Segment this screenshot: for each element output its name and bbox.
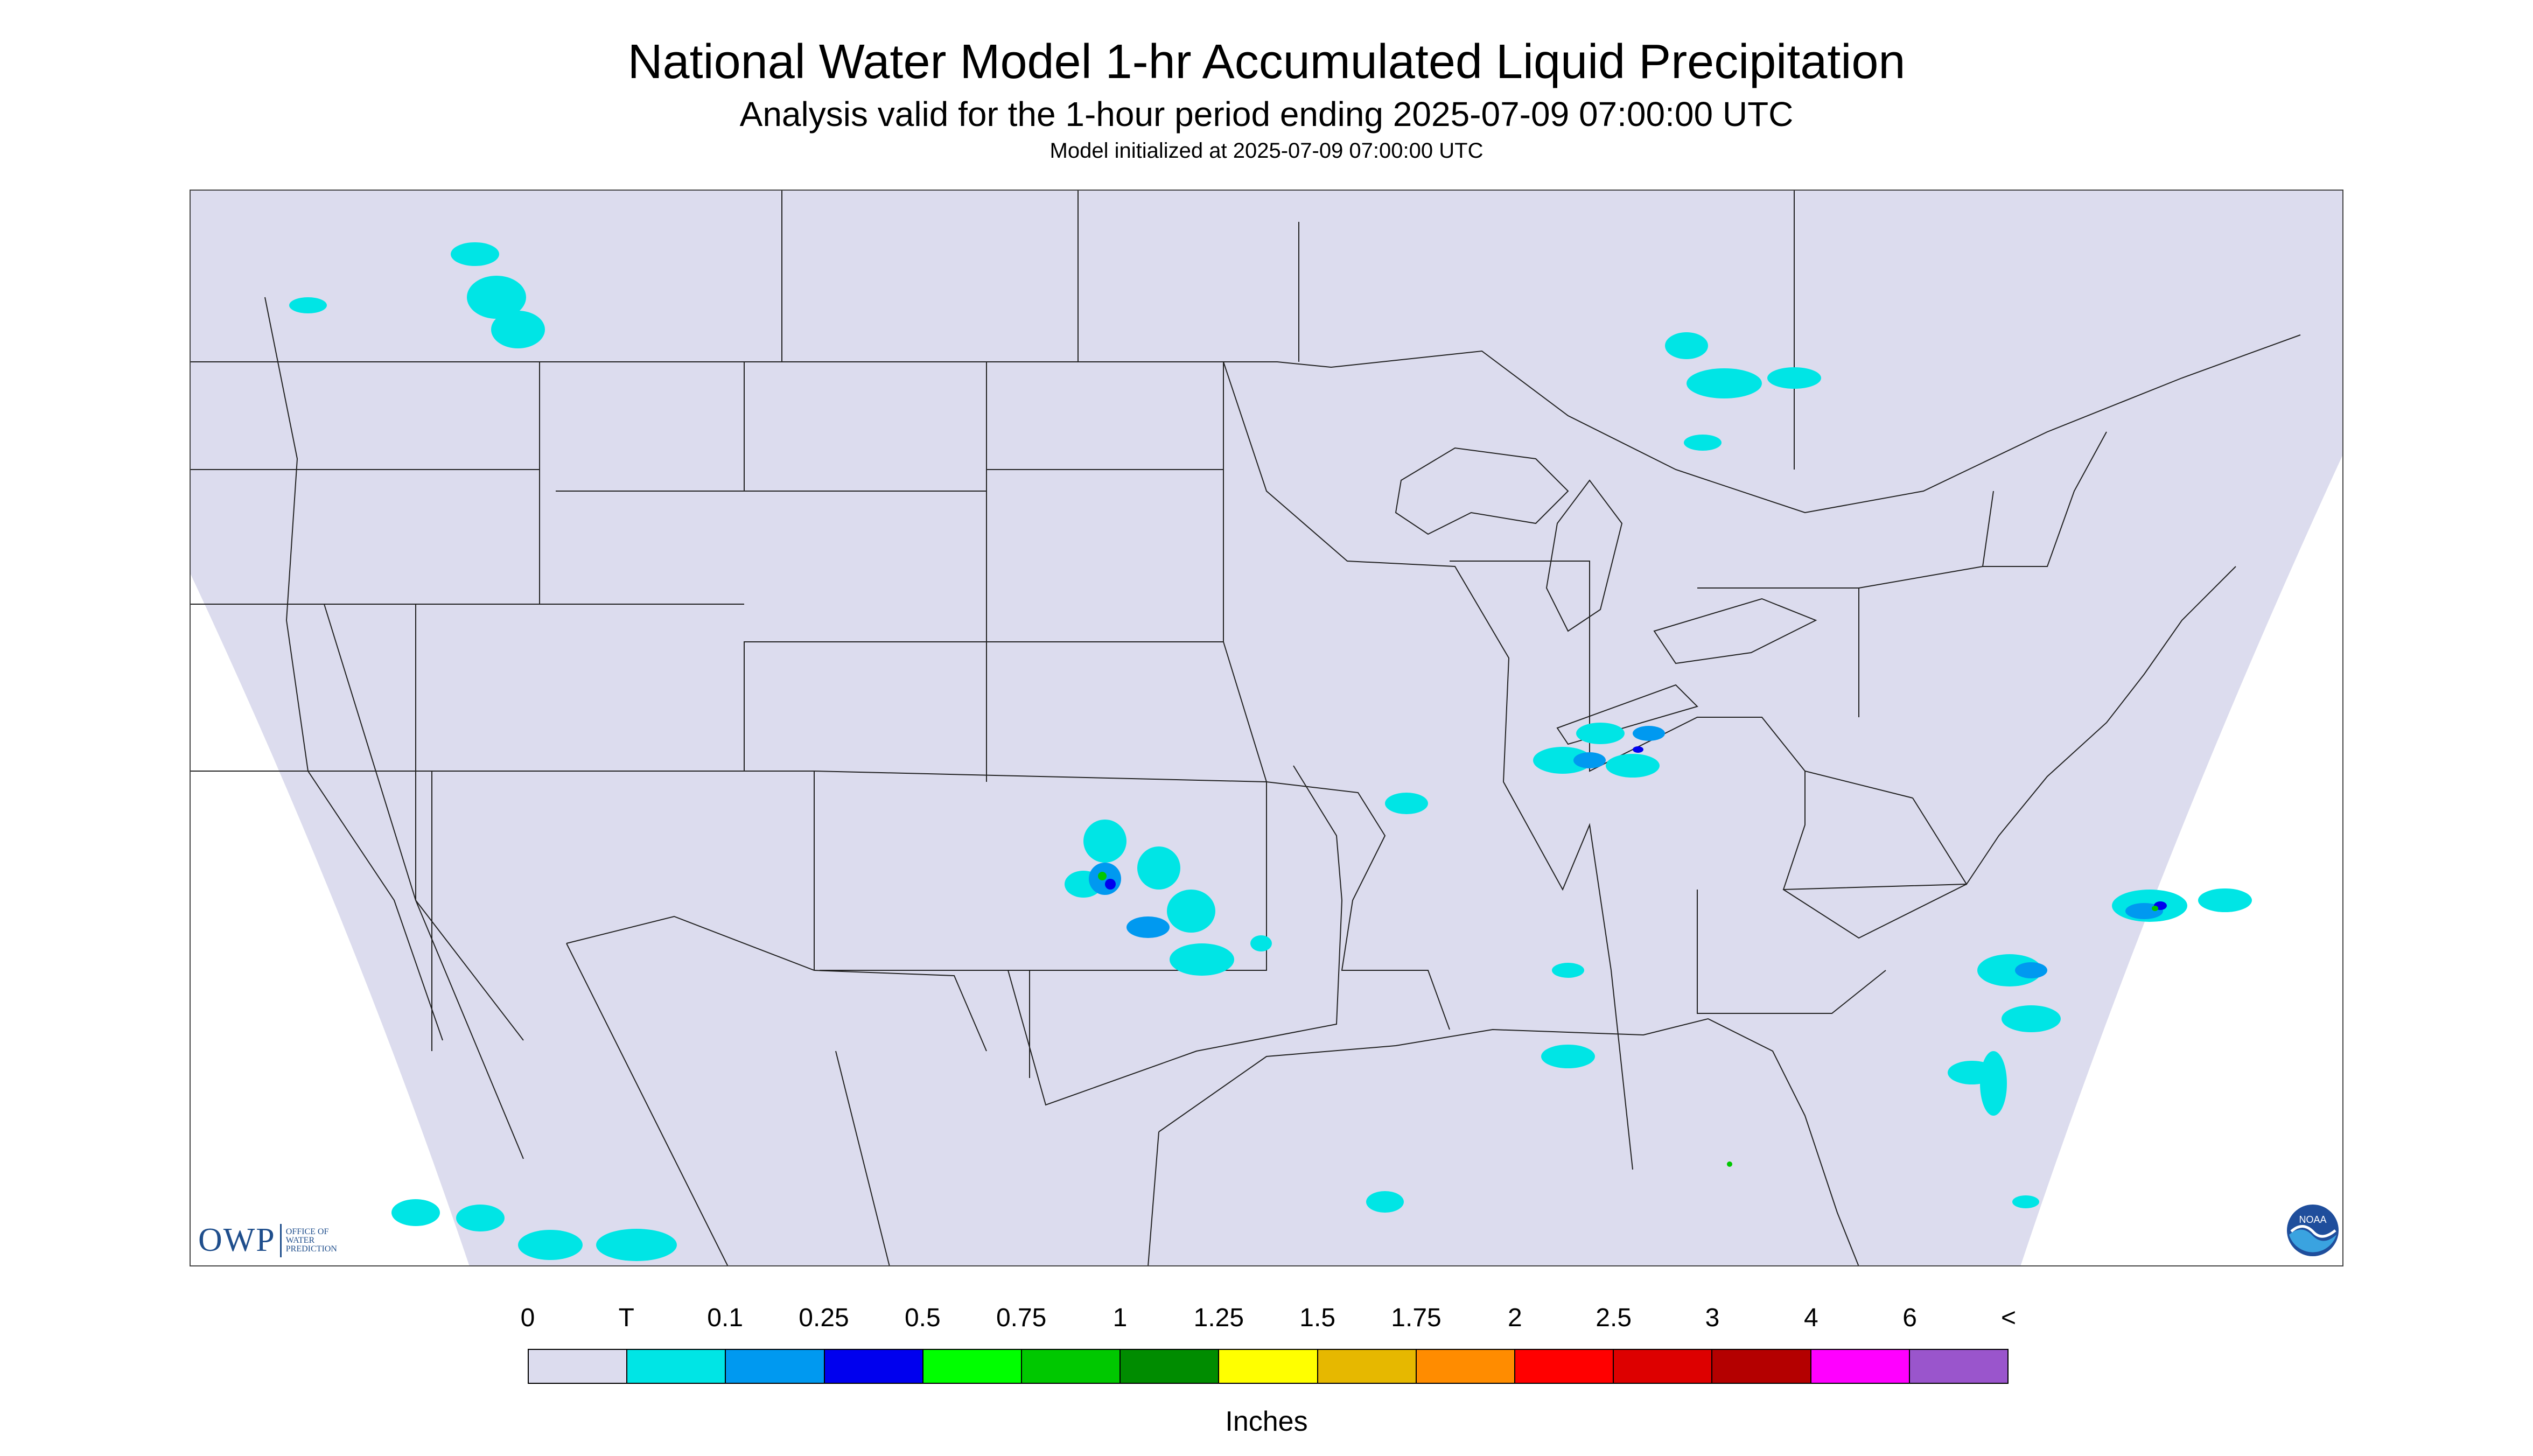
legend-swatch-14 (1909, 1350, 2008, 1383)
legend-tick-label: 0.5 (904, 1304, 941, 1332)
owp-logo-divider (279, 1223, 282, 1257)
owp-logo-letters: OWP (198, 1222, 276, 1258)
legend-swatch-11 (1614, 1350, 1713, 1383)
legend-swatch-8 (1318, 1350, 1417, 1383)
legend-tick-label: 4 (1803, 1304, 1818, 1332)
legend-swatch-1 (627, 1350, 726, 1383)
legend-tick-label: < (2000, 1304, 2017, 1332)
legend-swatch-2 (726, 1350, 825, 1383)
precipitation-map (190, 190, 2343, 1266)
state-boundaries (190, 190, 2301, 1266)
precip-trace-areas (289, 242, 2252, 1261)
legend-units: Inches (1225, 1406, 1308, 1437)
legend-tick-label: 0.25 (799, 1304, 849, 1332)
map-title: National Water Model 1-hr Accumulated Li… (627, 35, 1906, 89)
legend-swatch-4 (923, 1350, 1023, 1383)
legend-tick-label: 2.5 (1596, 1304, 1632, 1332)
legend-tick-label: 0.1 (707, 1304, 744, 1332)
outside-domain-right (2020, 453, 2343, 1266)
owp-logo-words: OFFICE OF WATER PREDICTION (285, 1227, 337, 1254)
legend-tick-label: 2 (1507, 1304, 1522, 1332)
legend-tick-label: 1 (1112, 1304, 1128, 1332)
legend-swatch-10 (1515, 1350, 1614, 1383)
owp-logo: OWP OFFICE OF WATER PREDICTION (198, 1221, 337, 1259)
noaa-logo-text: NOAA (2299, 1214, 2326, 1225)
legend-labels: 0 T 0.1 0.25 0.5 0.75 1 1.25 1.5 1.75 2 2.5 3 4 6 < (0, 1303, 2533, 1335)
precip-heavy-areas (1098, 872, 2158, 1167)
legend-color-bar (528, 1349, 2009, 1384)
map-subtitle: Analysis valid for the 1-hour period end… (739, 95, 1794, 134)
legend-tick-label: 0.75 (996, 1304, 1047, 1332)
legend-swatch-5 (1022, 1350, 1121, 1383)
legend-swatch-0 (529, 1350, 628, 1383)
legend-tick-label: 1.25 (1193, 1304, 1244, 1332)
legend-tick-label: 3 (1705, 1304, 1720, 1332)
outside-domain-left (190, 572, 470, 1266)
legend-swatch-12 (1712, 1350, 1811, 1383)
legend-swatch-3 (824, 1350, 923, 1383)
legend-tick-label: 6 (1902, 1304, 1918, 1332)
legend-tick-label: 0 (520, 1304, 535, 1332)
map-background (190, 190, 2343, 1266)
model-init-text: Model initialized at 2025-07-09 07:00:00… (1049, 139, 1484, 163)
legend-swatch-13 (1811, 1350, 1910, 1383)
legend-tick-label: 1.75 (1391, 1304, 1442, 1332)
noaa-logo: NOAA (2287, 1205, 2339, 1256)
legend-swatch-9 (1416, 1350, 1516, 1383)
legend-swatch-7 (1219, 1350, 1318, 1383)
legend-swatch-6 (1121, 1350, 1220, 1383)
legend-tick-label: T (618, 1304, 634, 1332)
map-frame (190, 190, 2343, 1266)
legend-tick-label: 1.5 (1299, 1304, 1336, 1332)
